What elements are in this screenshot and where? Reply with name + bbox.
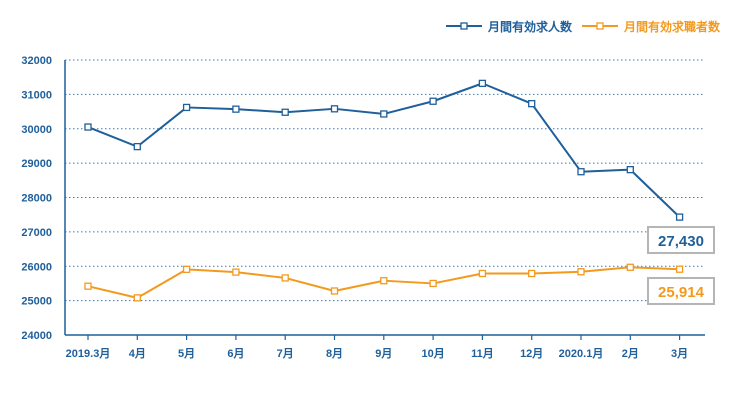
y-tick-label: 24000 xyxy=(21,330,52,342)
data-point xyxy=(84,123,92,131)
x-tick-label: 6月 xyxy=(227,347,244,360)
callout-job-openings: 27,430 xyxy=(647,226,715,254)
x-tick-label: 2019.3月 xyxy=(66,347,111,360)
data-point xyxy=(281,108,289,116)
x-tick-label: 9月 xyxy=(375,347,392,360)
grid-lines xyxy=(65,59,705,302)
data-point xyxy=(182,265,191,273)
y-tick-label: 32000 xyxy=(21,55,52,67)
data-point xyxy=(429,279,437,288)
data-point xyxy=(182,103,191,112)
legend-label: 月間有効求人数 xyxy=(487,19,573,34)
x-tick-label: 2月 xyxy=(622,347,639,360)
callout-value: 27,430 xyxy=(658,233,704,250)
x-tick-label: 7月 xyxy=(277,347,294,360)
series-job-openings xyxy=(84,79,684,221)
legend-swatch-marker xyxy=(596,22,604,30)
data-point xyxy=(380,110,388,118)
legend-item-job-seekers: 月間有効求職者数 xyxy=(582,19,721,34)
legend-swatch-marker xyxy=(460,22,468,30)
data-point xyxy=(84,282,92,290)
data-point xyxy=(478,269,487,278)
y-tick-label: 30000 xyxy=(21,124,52,136)
data-point xyxy=(380,277,388,285)
data-point xyxy=(675,213,684,221)
x-tick-label: 3月 xyxy=(671,347,688,360)
series-lines xyxy=(84,79,684,302)
end-value-callouts: 27,430 25,914 xyxy=(647,226,715,305)
data-point xyxy=(577,268,585,276)
data-point xyxy=(626,263,634,271)
data-point xyxy=(478,79,487,88)
y-tick-label: 28000 xyxy=(21,193,52,205)
y-tick-label: 29000 xyxy=(21,158,52,170)
data-point xyxy=(330,287,339,295)
data-point xyxy=(133,142,141,151)
callout-job-seekers: 25,914 xyxy=(647,277,715,305)
series-job-seekers xyxy=(84,263,684,302)
x-tick-label: 5月 xyxy=(178,347,195,360)
series-line-job-openings xyxy=(87,82,681,218)
data-point xyxy=(626,166,634,174)
data-point xyxy=(675,265,684,273)
y-tick-labels: 24000 25000 26000 27000 28000 29000 30000 31000… xyxy=(21,55,52,342)
data-point xyxy=(133,294,141,302)
callout-box xyxy=(647,277,715,305)
data-point xyxy=(232,268,240,276)
data-point xyxy=(281,274,289,282)
y-tick-label: 26000 xyxy=(21,261,52,273)
x-tick-label: 12月 xyxy=(520,347,543,360)
y-tick-label: 25000 xyxy=(21,296,52,308)
data-point xyxy=(577,168,585,176)
data-point xyxy=(528,269,536,278)
data-point xyxy=(528,100,536,108)
data-point xyxy=(330,105,339,113)
x-tick-label: 11月 xyxy=(471,347,494,360)
y-tick-label: 27000 xyxy=(21,227,52,239)
legend-label: 月間有効求職者数 xyxy=(623,19,721,34)
legend-item-job-openings: 月間有効求人数 xyxy=(446,19,573,34)
data-point xyxy=(232,105,240,113)
legend: 月間有効求人数 月間有効求職者数 xyxy=(446,19,721,34)
x-tick-label: 2020.1月 xyxy=(559,347,604,360)
y-tick-label: 31000 xyxy=(21,89,52,101)
callout-value: 25,914 xyxy=(658,284,705,301)
data-point xyxy=(429,97,437,105)
x-tick-label: 4月 xyxy=(129,347,146,360)
x-tick-labels: 2019.3月 4月 5月 6月 7月 8月 9月 10月 11月 12月 2020.1月 2月 3月 xyxy=(66,347,688,360)
x-tick-label: 8月 xyxy=(326,347,343,360)
callout-box xyxy=(647,226,715,254)
axes xyxy=(64,60,705,340)
x-tick-label: 10月 xyxy=(421,347,444,360)
